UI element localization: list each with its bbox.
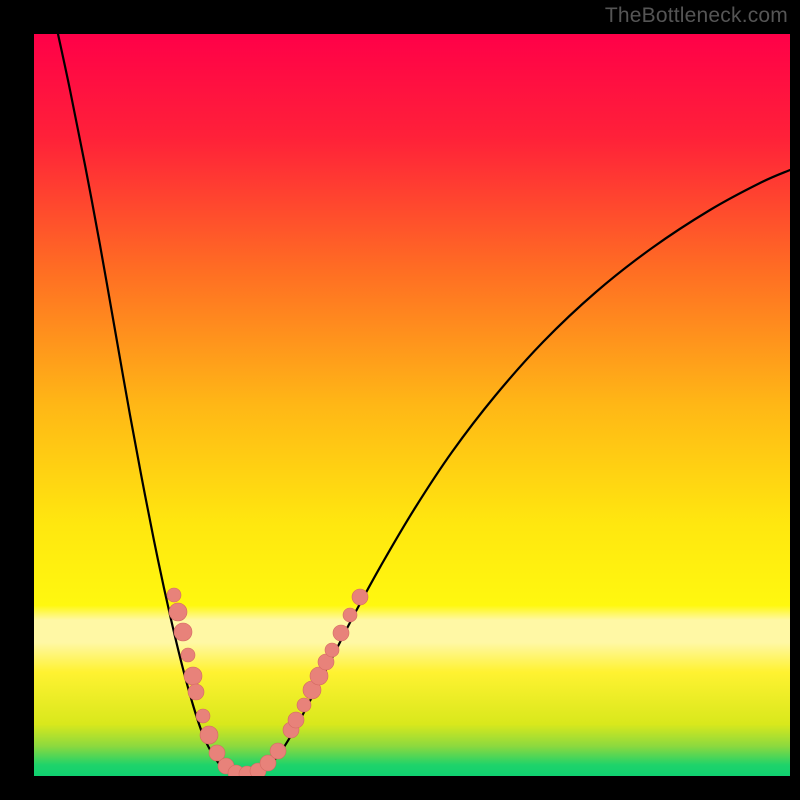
chart-container: TheBottleneck.com [0, 0, 800, 800]
watermark-text: TheBottleneck.com [605, 4, 788, 28]
bottleneck-chart-svg [0, 0, 800, 800]
